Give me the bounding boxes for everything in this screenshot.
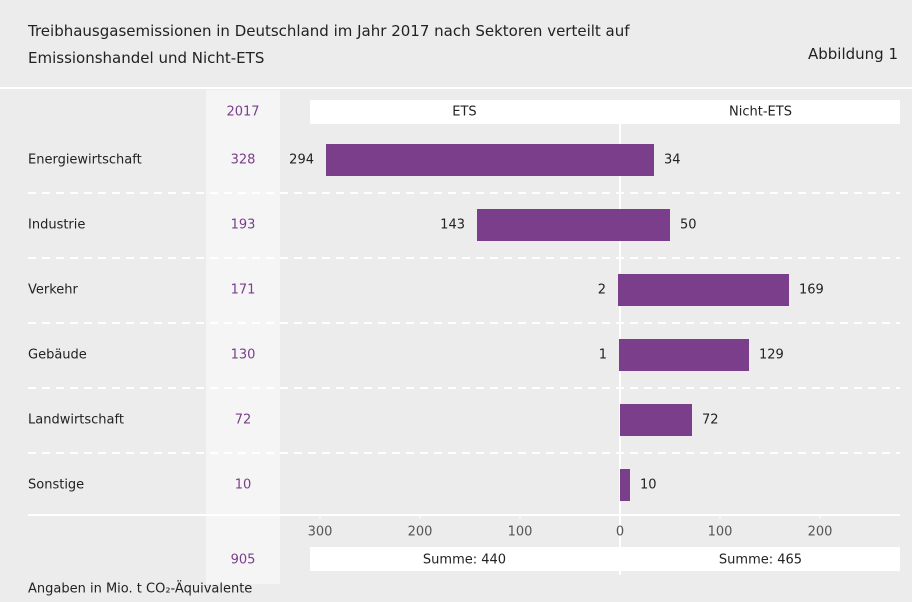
- legend-label: Nicht-ETS: [729, 105, 792, 120]
- bar: [326, 144, 620, 176]
- bar: [620, 404, 692, 436]
- total-value: 72: [235, 413, 252, 428]
- category-label: Industrie: [28, 218, 85, 233]
- total-value: 193: [231, 218, 256, 233]
- value-label: 2: [598, 283, 606, 298]
- value-label: 34: [664, 153, 681, 168]
- series-header-box: [621, 100, 900, 124]
- note: Angaben in Mio. t CO₂-Äquivalente: [28, 581, 252, 597]
- value-label: 72: [702, 413, 719, 428]
- value-label: 143: [440, 218, 465, 233]
- sum-box: [310, 547, 619, 571]
- grand-total: 905: [231, 553, 256, 568]
- series-header-box: [310, 100, 619, 124]
- x-tick-label: 100: [708, 525, 733, 540]
- bar: [620, 209, 670, 241]
- figure-label: Abbildung 1: [807, 45, 898, 63]
- bar: [620, 144, 654, 176]
- sum-box: [621, 547, 900, 571]
- bar: [618, 274, 620, 306]
- sum-label: Summe: 465: [719, 553, 802, 568]
- value-label: 1: [599, 348, 607, 363]
- x-tick-label: 200: [408, 525, 433, 540]
- category-label: Landwirtschaft: [28, 413, 124, 428]
- bar: [619, 339, 620, 371]
- category-label: Gebäude: [28, 348, 87, 363]
- sum-label: Summe: 440: [423, 553, 506, 568]
- total-value: 171: [231, 283, 256, 298]
- total-value: 130: [231, 348, 256, 363]
- value-label: 50: [680, 218, 697, 233]
- bar: [620, 274, 789, 306]
- category-label: Sonstige: [28, 478, 84, 493]
- value-label: 169: [799, 283, 824, 298]
- total-value: 328: [231, 153, 256, 168]
- category-label: Energiewirtschaft: [28, 153, 142, 168]
- bar: [620, 339, 749, 371]
- category-label: Verkehr: [28, 283, 79, 298]
- value-label: 129: [759, 348, 784, 363]
- value-label: 294: [289, 153, 314, 168]
- chart-title: Treibhausgasemissionen in Deutschland im…: [28, 22, 630, 67]
- x-tick-label: 0: [616, 525, 624, 540]
- value-label: 10: [640, 478, 657, 493]
- x-tick-label: 300: [308, 525, 333, 540]
- total-value: 10: [235, 478, 252, 493]
- total-column: [206, 90, 280, 584]
- bar: [477, 209, 620, 241]
- total-header: 2017: [226, 105, 259, 120]
- x-tick-label: 100: [508, 525, 533, 540]
- bar: [620, 469, 630, 501]
- x-tick-label: 200: [808, 525, 833, 540]
- legend-label: ETS: [452, 105, 476, 120]
